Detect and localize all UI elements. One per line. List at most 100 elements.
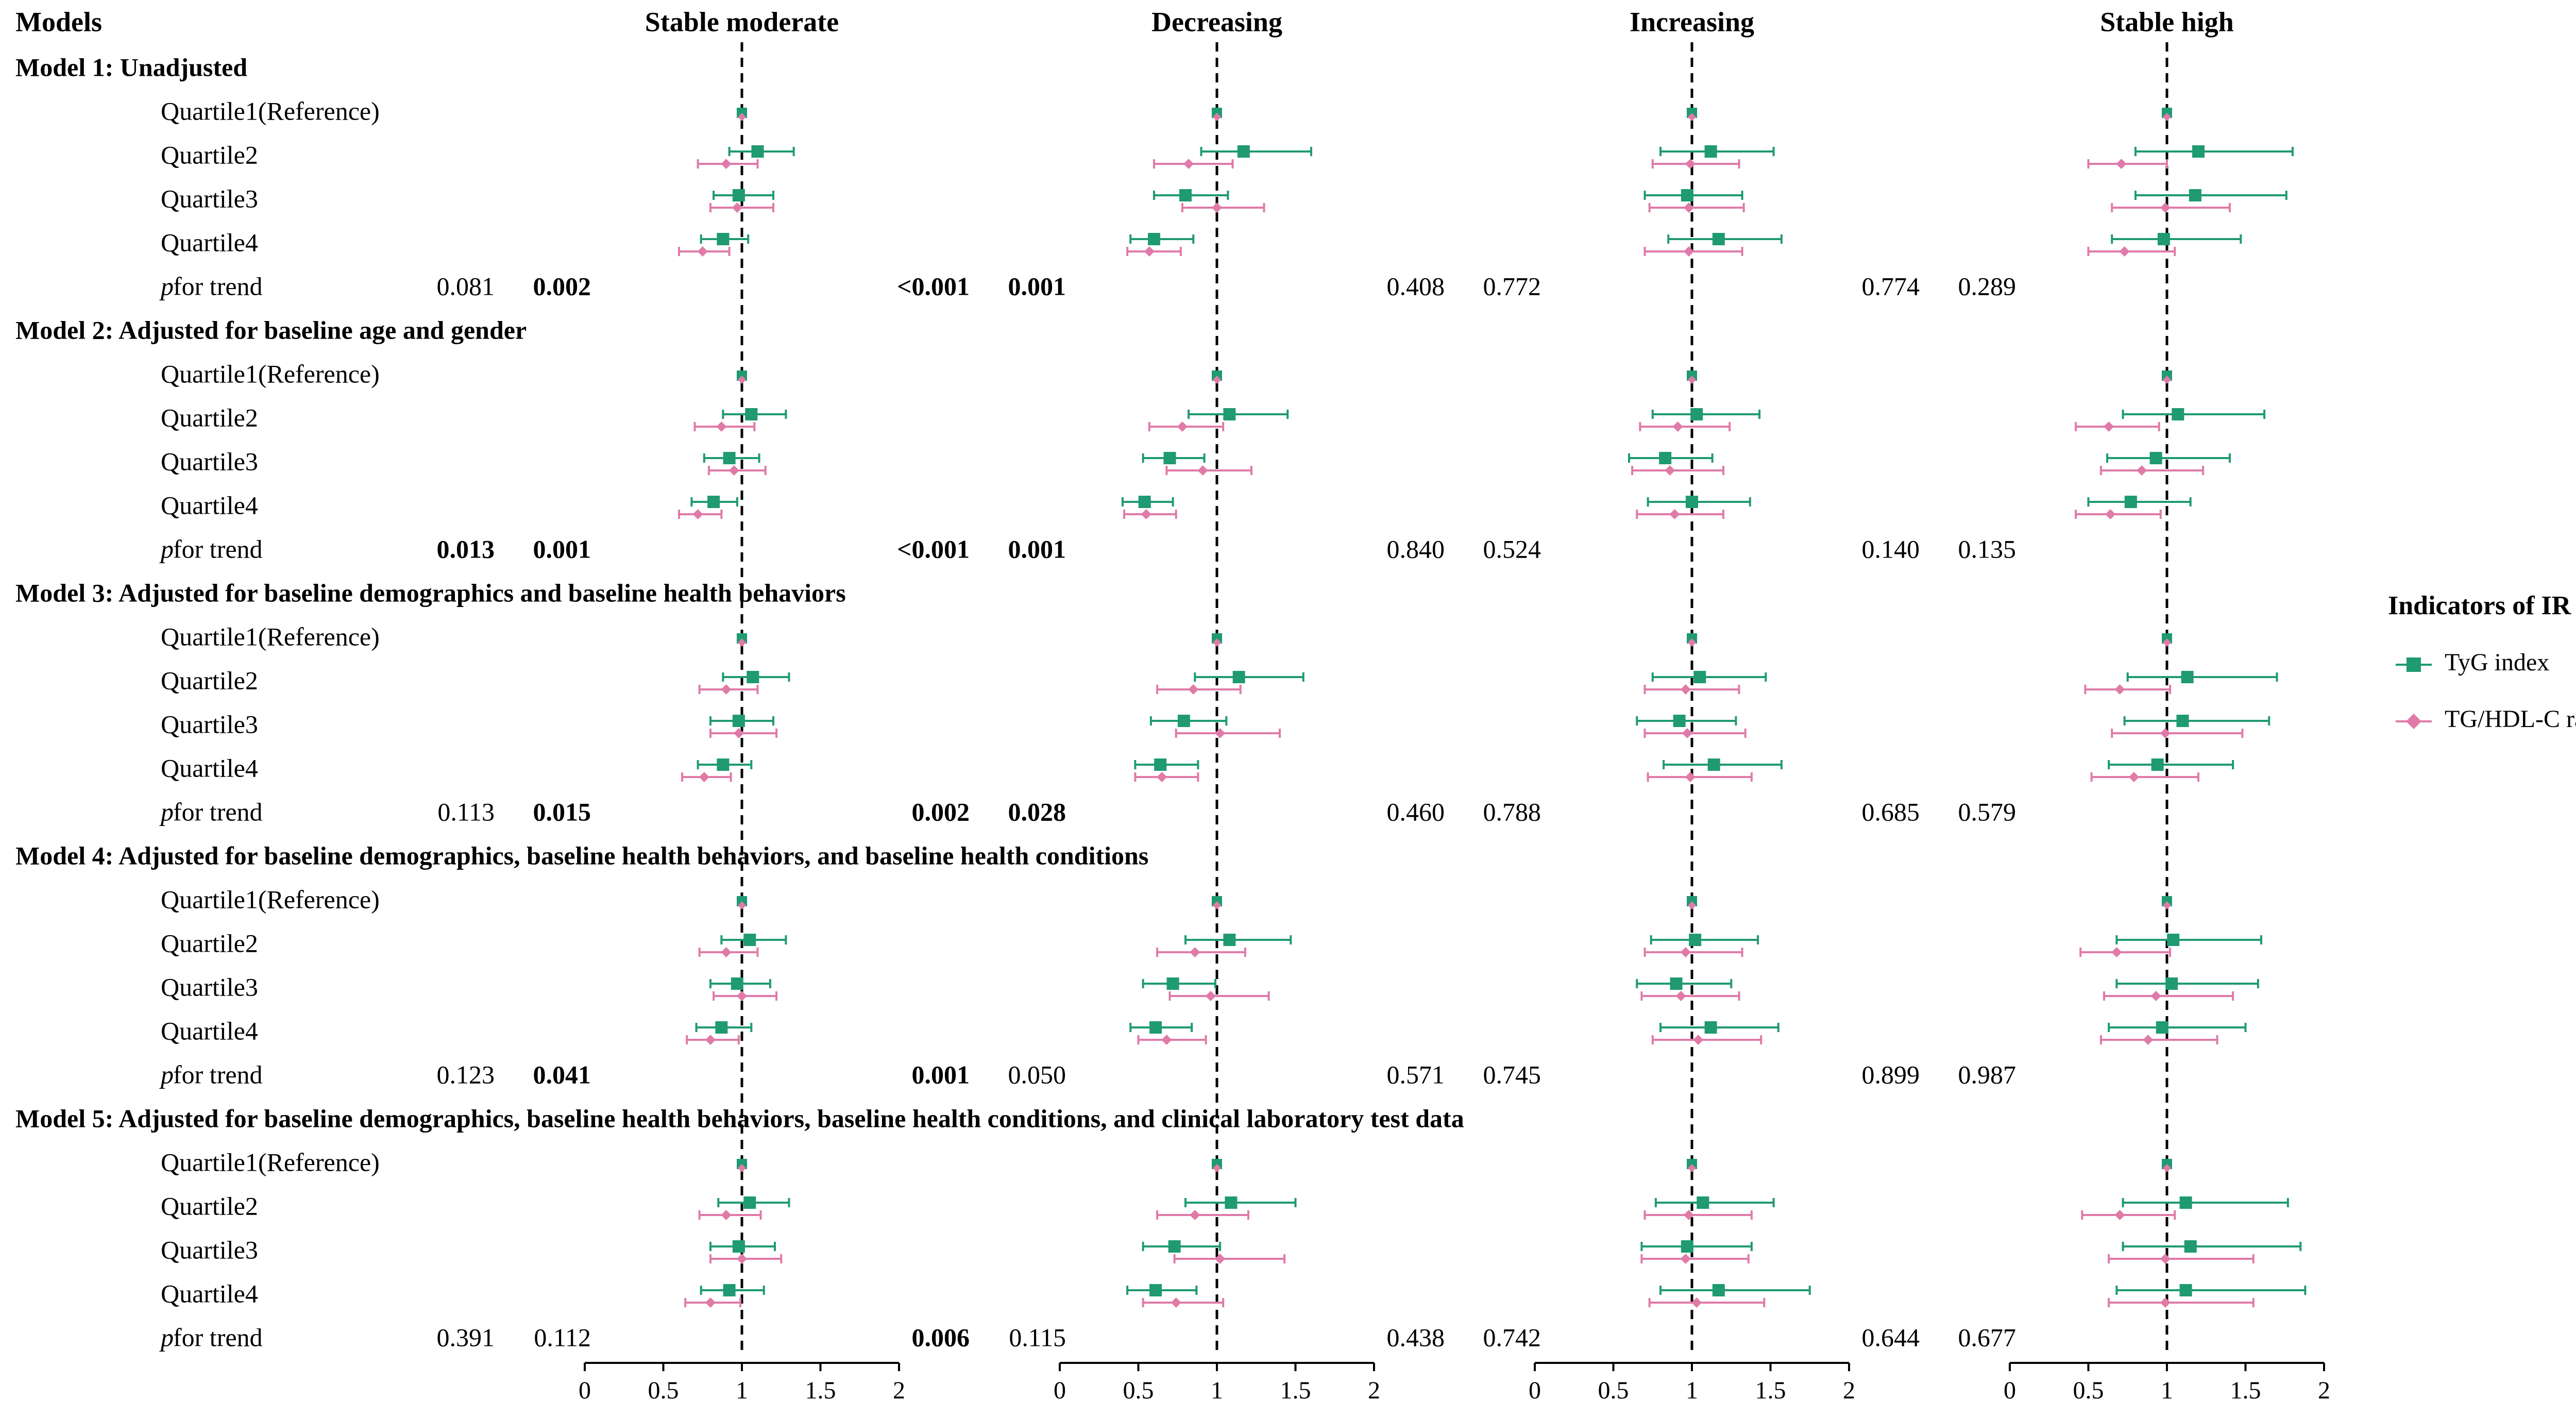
tg-hdl-point [733,728,744,738]
tg-hdl-point [2163,901,2171,909]
p-value-tg-hdl: 0.112 [534,1323,591,1352]
tyg-point [732,1240,745,1253]
tg-hdl-point [1213,638,1221,647]
quartile-label: Quartile1(Reference) [161,622,380,651]
panel-title: Decreasing [1151,6,1282,37]
tg-hdl-point [1171,1297,1181,1308]
panel-title: Stable high [2100,6,2234,37]
p-value-tg-hdl: 0.015 [533,797,591,826]
tg-hdl-point [2137,465,2147,476]
tyg-point [1168,1240,1181,1253]
tg-hdl-point [1683,203,1694,213]
p-trend-label: for trend [173,534,263,563]
legend-tyg-label: TyG index [2445,649,2549,676]
tg-hdl-point [732,203,742,213]
tg-hdl-point [1197,465,1208,476]
p-value-tg-hdl: 0.135 [1958,534,2016,563]
tyg-point [2167,934,2180,946]
x-tick-label: 0.5 [1598,1377,1629,1404]
tg-hdl-point [721,684,732,695]
tg-hdl-point [2114,1210,2125,1220]
p-value-tyg: 0.006 [912,1323,970,1352]
tg-hdl-point [1190,947,1200,957]
p-value-tyg: 0.899 [1862,1060,1920,1089]
tyg-point [2165,977,2178,990]
model-title: Model 2: Adjusted for baseline age and g… [15,315,527,344]
p-value-tg-hdl: 0.987 [1958,1060,2016,1089]
tg-hdl-point [1675,991,1686,1001]
tyg-point [2124,496,2137,508]
p-trend-label: for trend [173,1060,263,1089]
tyg-point [743,1196,756,1209]
tg-hdl-point [1188,684,1199,695]
tg-hdl-point [1215,728,1226,738]
x-tick-label: 1 [2161,1377,2173,1404]
tyg-point [751,145,764,158]
tyg-point [1179,189,1192,201]
tyg-point [723,452,736,464]
tyg-point [1690,408,1703,420]
tyg-point [1148,233,1160,245]
p-value-tg-hdl: 0.524 [1483,534,1541,563]
p-value-tg-hdl: 0.745 [1483,1060,1541,1089]
quartile-label: Quartile3 [161,1235,258,1264]
tg-hdl-point [1213,1164,1221,1172]
tyg-point [2184,1240,2197,1253]
p-value-tyg: 0.408 [1387,272,1445,300]
tg-hdl-point [1669,509,1680,519]
tyg-point [2156,1021,2168,1034]
p-trend-label: p [159,272,174,300]
tyg-point [1149,1284,1162,1296]
x-tick-label: 2 [2318,1377,2330,1404]
tg-hdl-point [1213,376,1221,384]
tyg-point [717,758,730,771]
tg-hdl-point [1157,772,1167,782]
x-tick-label: 0.5 [2073,1377,2104,1404]
tyg-point [1681,1240,1693,1253]
tyg-point [2151,758,2164,771]
tg-hdl-point [2128,772,2139,782]
tg-hdl-point [1205,991,1216,1001]
p-value-tyg: 0.013 [437,534,495,563]
p-value-tyg: 0.002 [912,797,970,826]
tg-hdl-point [721,159,732,169]
tyg-point [732,189,745,201]
quartile-label: Quartile4 [161,1279,258,1308]
x-tick-label: 1.5 [805,1377,836,1404]
tg-hdl-point [697,246,708,257]
x-tick-label: 2 [1843,1377,1855,1404]
model-title: Model 4: Adjusted for baseline demograph… [15,841,1148,870]
p-value-tg-hdl: 0.001 [533,534,591,563]
tyg-point [1163,452,1176,464]
tg-hdl-point [1161,1035,1172,1045]
p-value-tg-hdl: 0.115 [1009,1323,1066,1352]
tg-hdl-point [705,1035,716,1045]
legend-tyg-marker [2406,657,2421,672]
model-title: Model 5: Adjusted for baseline demograph… [15,1104,1464,1133]
p-value-tg-hdl: 0.050 [1008,1060,1066,1089]
panel-title: Stable moderate [645,6,839,37]
tyg-point [2172,408,2184,420]
tyg-point [1223,408,1236,420]
tg-hdl-point [1680,947,1691,957]
tg-hdl-point [2150,991,2161,1001]
p-trend-label: for trend [173,272,263,300]
tg-hdl-point [2143,1035,2154,1045]
column-header: Models [15,6,102,37]
quartile-label: Quartile1(Reference) [161,359,380,388]
quartile-label: Quartile1(Reference) [161,1148,380,1176]
p-trend-label: for trend [173,1323,263,1352]
tg-hdl-point [1213,901,1221,909]
tyg-point [707,496,720,508]
tyg-point [1707,758,1720,771]
x-tick-label: 1.5 [1755,1377,1786,1404]
quartile-label: Quartile4 [161,753,258,782]
tg-hdl-point [2160,203,2171,213]
p-value-tyg: 0.123 [437,1060,495,1089]
p-value-tg-hdl: 0.742 [1483,1323,1541,1352]
p-value-tyg: <0.001 [897,534,970,563]
p-trend-label: for trend [173,797,263,826]
tyg-point [743,934,756,946]
quartile-label: Quartile2 [161,666,258,695]
